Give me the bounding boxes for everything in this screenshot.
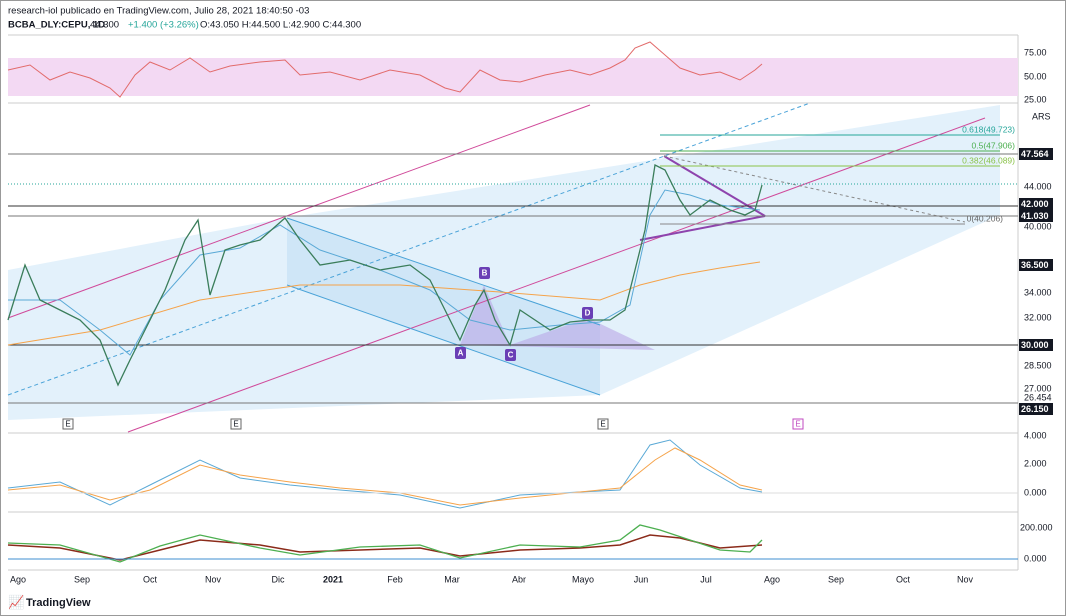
rsi-line <box>7 41 763 98</box>
earnings-markers <box>62 418 804 430</box>
harmonic-pattern <box>460 285 655 350</box>
fib-label: 0.382(46.089) <box>962 155 1015 165</box>
price-box <box>1019 339 1053 351</box>
price-tick: 26.150 <box>1021 404 1049 414</box>
time-axis: Ago Sep Oct Nov Dic 2021 Feb Mar Abr Mayo Jun Jul Ag… <box>10 574 974 584</box>
fib-label: 0.618(49.723) <box>962 124 1015 134</box>
price-tick: 26.454 <box>1024 392 1052 402</box>
macd-tick: 2.000 <box>1024 458 1047 468</box>
price-tick: 30.000 <box>1021 340 1049 350</box>
time-tick: Sep <box>74 574 90 584</box>
header-title: research-iol publicado en TradingView.co… <box>8 6 309 17</box>
time-tick: Mar <box>444 574 460 584</box>
price-tick: 44.000 <box>1024 181 1052 191</box>
price-box <box>1019 198 1053 210</box>
earnings-label: E <box>65 420 70 429</box>
price-tick: 27.000 <box>1024 383 1052 393</box>
time-tick: Dic <box>272 574 285 584</box>
point-label: B <box>482 269 488 278</box>
last-price: 44.300 <box>90 20 119 31</box>
panel-borders <box>8 34 1019 571</box>
price-tick: 32.000 <box>1024 312 1052 322</box>
time-tick: Feb <box>387 574 403 584</box>
pattern-points: A B C D <box>455 267 593 361</box>
time-tick: Oct <box>896 574 911 584</box>
price-tick: 41.030 <box>1021 211 1049 221</box>
time-tick: Sep <box>828 574 844 584</box>
osc-line-2 <box>7 524 763 563</box>
macd-tick: 0.000 <box>1024 487 1047 497</box>
change: +1.400 (+3.26%) <box>128 20 199 31</box>
price-tick: 47.564 <box>1021 149 1049 159</box>
logo: 📈 <box>8 594 24 609</box>
point-label: C <box>508 351 514 360</box>
rsi-tick: 75.00 <box>1024 47 1047 57</box>
time-tick: Jul <box>700 574 712 584</box>
earnings-label: E <box>600 420 605 429</box>
brand: TradingView <box>26 597 91 609</box>
price-box <box>1019 210 1053 222</box>
symbol: BCBA_DLY:CEPU, 1D <box>8 20 105 31</box>
time-tick: Ago <box>10 574 26 584</box>
macd-tick: 4.000 <box>1024 430 1047 440</box>
osc-tick: 0.000 <box>1024 553 1047 563</box>
price-tick: 28.500 <box>1024 360 1052 370</box>
rsi-band <box>8 58 1018 96</box>
time-tick: Oct <box>143 574 158 584</box>
rsi-tick: 50.00 <box>1024 71 1047 81</box>
price-tick: 34.000 <box>1024 287 1052 297</box>
trend-lines <box>7 102 986 433</box>
time-tick: Mayo <box>572 574 594 584</box>
macd-signal <box>7 447 763 506</box>
time-tick: Ago <box>764 574 780 584</box>
time-tick: 2021 <box>323 574 343 584</box>
fib-label: 0.5(47.906) <box>972 140 1016 150</box>
price <box>7 164 763 387</box>
currency: ARS <box>1032 111 1051 121</box>
price-tick: 36.500 <box>1021 260 1049 270</box>
point-label: D <box>585 309 591 318</box>
time-tick: Abr <box>512 574 526 584</box>
price-tick: 42.000 <box>1021 199 1049 209</box>
price-box <box>1019 403 1053 415</box>
point-label: A <box>458 349 464 358</box>
rsi-tick: 25.00 <box>1024 94 1047 104</box>
price-tick: 40.000 <box>1024 221 1052 231</box>
ma-long <box>7 261 761 346</box>
earnings-label: E <box>233 420 238 429</box>
earnings-label: E <box>795 420 800 429</box>
time-tick: Nov <box>205 574 222 584</box>
ohlc: O:43.050 H:44.500 L:42.900 C:44.300 <box>200 20 361 31</box>
price-box <box>1019 148 1053 160</box>
osc-tick: 200.000 <box>1020 522 1053 532</box>
horizontal-levels <box>8 134 1018 404</box>
time-tick: Nov <box>957 574 974 584</box>
osc-line <box>7 534 763 561</box>
ma-short <box>8 189 761 356</box>
macd-line <box>7 439 763 509</box>
price-box <box>1019 259 1053 271</box>
time-tick: Jun <box>634 574 649 584</box>
fib-label: 0(40.206) <box>967 213 1004 223</box>
